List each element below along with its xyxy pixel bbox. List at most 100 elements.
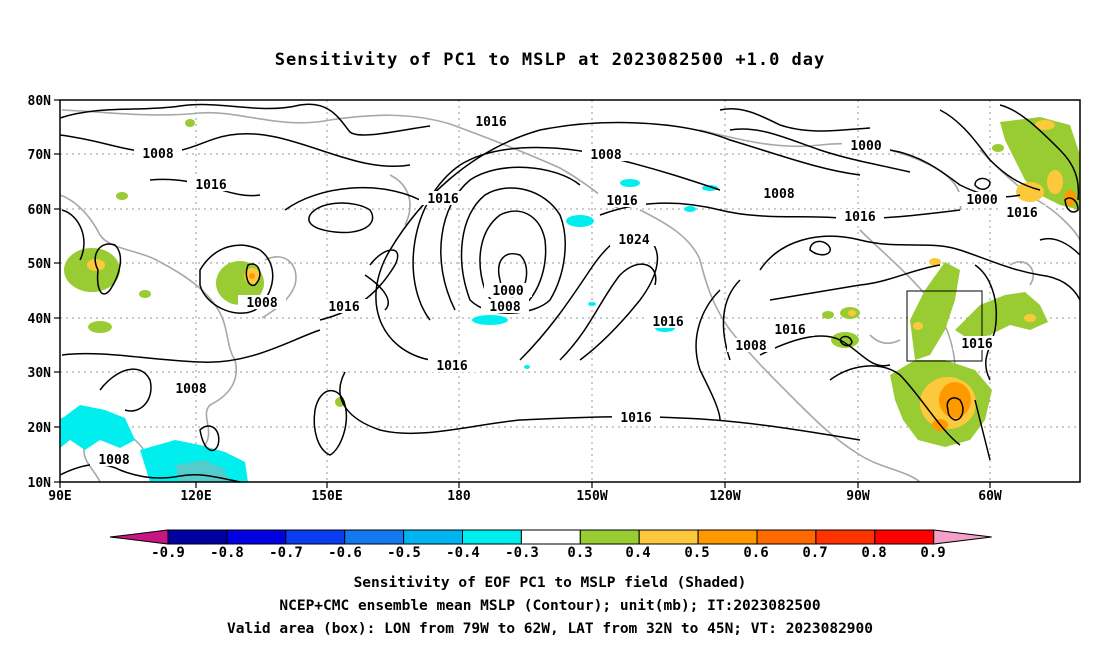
contour-label: 1016 [766, 322, 814, 338]
svg-text:1016: 1016 [475, 115, 506, 130]
colorbar-label: 0.4 [625, 545, 650, 561]
contour-label: 1016 [953, 336, 1001, 352]
contour-label: 1016 [320, 299, 368, 315]
caption-valid-area: Valid area (box): LON from 79W to 62W, L… [226, 621, 873, 637]
lat-label: 80N [28, 94, 52, 109]
colorbar-segment [579, 529, 640, 545]
contour-label: 1008 [90, 452, 138, 468]
contour-label: 1008 [134, 146, 182, 162]
colorbar-end-left [109, 529, 169, 545]
colorbar-label: -0.9 [151, 545, 185, 561]
mslp-contours [59, 103, 1081, 483]
caption-shaded: Sensitivity of EOF PC1 to MSLP field (Sh… [353, 575, 747, 591]
lon-labels: 90E 120E 150E 180 150W 120W 90W 60W [48, 489, 1002, 504]
colorbar-segment [815, 529, 876, 545]
colorbar-label: -0.7 [269, 545, 303, 561]
map-title: Sensitivity of PC1 to MSLP at 2023082500… [274, 50, 826, 70]
svg-text:1016: 1016 [961, 337, 992, 352]
map-gridlines [60, 100, 1080, 482]
svg-text:1016: 1016 [774, 323, 805, 338]
map-frame [59, 99, 1081, 483]
lat-label: 40N [28, 312, 52, 327]
colorbar-segment [520, 529, 581, 545]
colorbar-segment [638, 529, 699, 545]
lon-label: 90E [48, 489, 71, 504]
svg-text:1016: 1016 [652, 315, 683, 330]
contour-label: 1008 [238, 295, 286, 311]
contour-label: 1008 [167, 381, 215, 397]
colorbar-label: -0.6 [328, 545, 362, 561]
valid-area-box [906, 290, 983, 362]
colorbar-segment [285, 529, 346, 545]
svg-text:1008: 1008 [590, 148, 621, 163]
lon-label: 90W [846, 489, 870, 504]
lat-label: 70N [28, 148, 52, 163]
colorbar-label: 0.7 [802, 545, 827, 561]
svg-text:1000: 1000 [966, 193, 997, 208]
colorbar-label: -0.3 [505, 545, 539, 561]
contour-label: 1008 [755, 186, 803, 202]
svg-text:1016: 1016 [328, 300, 359, 315]
colorbar-label: 0.8 [861, 545, 886, 561]
colorbar-segment [697, 529, 758, 545]
colorbar-label: 0.9 [920, 545, 945, 561]
colorbar-label: -0.5 [387, 545, 421, 561]
colorbar-segment [874, 529, 935, 545]
svg-text:1008: 1008 [142, 147, 173, 162]
colorbar-end-right [933, 529, 992, 545]
lon-label: 150E [311, 489, 342, 504]
svg-text:1024: 1024 [618, 233, 649, 248]
caption-contour: NCEP+CMC ensemble mean MSLP (Contour); u… [279, 598, 821, 614]
contour-label: 1000 [842, 138, 890, 154]
contour-label: 1016 [598, 193, 646, 209]
contour-label: 1000 [484, 283, 532, 299]
colorbar-labels: -0.9 -0.8 -0.7 -0.6 -0.5 -0.4 -0.3 0.3 0… [151, 545, 946, 561]
contour-label: 1008 [582, 147, 630, 163]
lat-label: 50N [28, 257, 52, 272]
colorbar-label: 0.6 [743, 545, 768, 561]
colorbar-segment [462, 529, 522, 545]
axis-ticks [54, 99, 991, 488]
colorbar-label: -0.4 [446, 545, 480, 561]
svg-text:1016: 1016 [606, 194, 637, 209]
colorbar-segment [403, 529, 464, 545]
contour-label: 1016 [612, 410, 660, 426]
lon-label: 120E [180, 489, 211, 504]
lon-label: 180 [447, 489, 471, 504]
svg-text:1008: 1008 [246, 296, 277, 311]
colorbar-segment [167, 529, 228, 545]
colorbar [109, 529, 992, 545]
colorbar-segment [344, 529, 405, 545]
colorbar-label: 0.3 [567, 545, 592, 561]
contour-label: 1016 [187, 177, 235, 193]
contour-labels: 1016 1008 1016 1016 1008 1016 1000 1008 … [90, 114, 1046, 468]
colorbar-label: 0.5 [684, 545, 709, 561]
contour-label: 1016 [467, 114, 515, 130]
contour-label: 1000 [958, 192, 1006, 208]
contour-label: 1016 [644, 314, 692, 330]
colorbar-label: -0.8 [210, 545, 244, 561]
svg-text:1016: 1016 [436, 359, 467, 374]
lat-label: 10N [28, 476, 52, 491]
lat-label: 20N [28, 421, 52, 436]
contour-label: 1016 [419, 191, 467, 207]
lat-label: 30N [28, 366, 52, 381]
svg-text:1016: 1016 [195, 178, 226, 193]
svg-text:1008: 1008 [763, 187, 794, 202]
contour-label: 1016 [428, 358, 476, 374]
svg-text:1000: 1000 [492, 284, 523, 299]
colorbar-segment [226, 529, 287, 545]
colorbar-segment [756, 529, 817, 545]
lon-label: 150W [576, 489, 607, 504]
contour-label: 1008 [481, 299, 529, 315]
svg-text:1016: 1016 [844, 210, 875, 225]
contour-label: 1016 [836, 209, 884, 225]
svg-text:1008: 1008 [98, 453, 129, 468]
lat-label: 60N [28, 203, 52, 218]
contour-label: 1008 [727, 338, 775, 354]
svg-text:1008: 1008 [489, 300, 520, 315]
svg-text:1008: 1008 [175, 382, 206, 397]
lat-labels: 80N 70N 60N 50N 40N 30N 20N 10N [28, 94, 52, 491]
lon-label: 120W [709, 489, 740, 504]
